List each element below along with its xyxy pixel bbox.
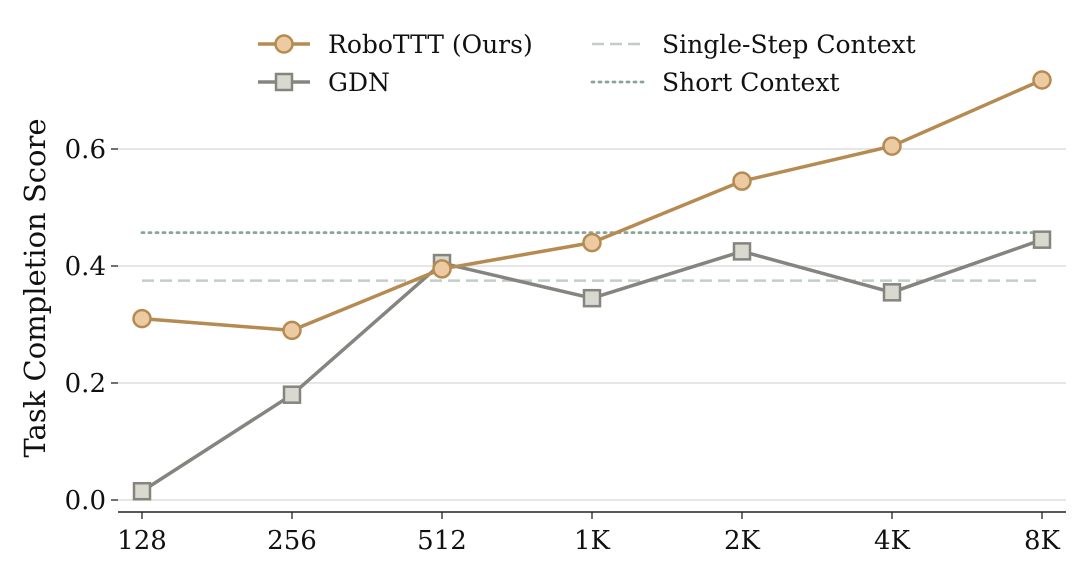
robottt-point <box>1032 70 1052 90</box>
x-tick-label: 4K <box>874 526 911 556</box>
robottt-point <box>432 259 452 279</box>
x-tick-label: 1K <box>574 526 611 556</box>
gdn-point <box>732 242 752 261</box>
legend-label: RoboTTT (Ours) <box>328 30 533 59</box>
x-tick-label: 8K <box>1024 526 1061 556</box>
reference-lines <box>140 231 1044 282</box>
y-tick-label: 0.4 <box>65 252 106 282</box>
robottt-point <box>882 136 902 156</box>
legend-gdn: GDN <box>258 68 390 97</box>
x-tick-label: 2K <box>724 526 761 556</box>
x-tick-label: 256 <box>267 526 317 556</box>
y-axis-label: Task Completion Score <box>18 118 52 457</box>
legend-short-context: Short Context <box>590 68 840 97</box>
robottt-point <box>732 171 752 191</box>
legend: RoboTTT (Ours) GDN Single-Step Context Shor… <box>258 30 916 97</box>
gdn-point <box>882 283 902 302</box>
legend-robottt: RoboTTT (Ours) <box>258 30 533 59</box>
series-lines <box>132 70 1052 501</box>
axes: 0.0 0.2 0.4 0.6 128 256 512 1K 2K 4K 8K <box>65 135 1066 556</box>
legend-single-step-context: Single-Step Context <box>592 30 916 59</box>
legend-marker <box>274 34 294 54</box>
y-tick-label: 0.0 <box>65 486 106 516</box>
gdn-line <box>141 238 1043 493</box>
legend-marker <box>274 72 294 92</box>
robottt-point <box>282 320 302 341</box>
gdn-point <box>132 481 152 501</box>
y-tick-label: 0.2 <box>65 369 106 399</box>
gdn-point <box>282 385 302 404</box>
robottt-point <box>132 308 152 329</box>
x-tick-label: 512 <box>417 526 467 556</box>
gdn-point <box>582 288 602 308</box>
legend-label: GDN <box>328 68 390 97</box>
legend-label: Short Context <box>662 68 840 97</box>
gdn-point <box>1032 230 1052 249</box>
legend-label: Single-Step Context <box>662 30 916 59</box>
y-tick-label: 0.6 <box>65 135 106 165</box>
x-tick-label: 128 <box>117 526 167 556</box>
gridlines <box>118 148 1066 501</box>
robottt-point <box>582 232 602 253</box>
